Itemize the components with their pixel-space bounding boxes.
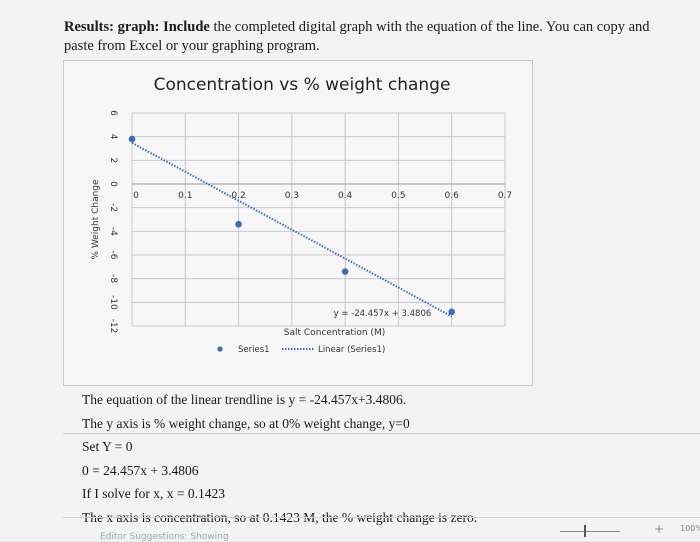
legend-series1-marker	[217, 346, 223, 352]
data-point	[341, 268, 349, 275]
legend-trendline-label: Linear (Series1)	[318, 345, 385, 355]
answer-line-3: Set Y = 0	[82, 439, 133, 454]
y-tick-label: 4	[108, 134, 118, 140]
y-tick-label: -10	[108, 295, 118, 310]
x-tick-label: 0.3	[285, 191, 299, 201]
y-tick-label: -8	[108, 274, 118, 283]
trendline	[131, 141, 453, 318]
y-tick-label: -2	[108, 203, 118, 212]
trendline-equation: y = -24.457x + 3.4806	[334, 309, 432, 319]
x-tick-label: 0.2	[231, 191, 245, 201]
x-tick-label: 0.1	[178, 191, 192, 201]
editor-status-text: Editor Suggestions: Showing	[100, 532, 229, 542]
y-axis-label: % Weight Change	[91, 179, 101, 260]
heading-text: the completed digital graph with the equ…	[64, 19, 650, 54]
y-tick-label: -6	[108, 251, 118, 260]
zoom-slider-track[interactable]	[560, 531, 620, 532]
x-tick-label: 0.7	[498, 191, 512, 201]
legend-series1-label: Series1	[238, 345, 270, 355]
answer-line-4: 0 = 24.457x + 3.4806	[82, 462, 199, 478]
zoom-slider-thumb[interactable]	[584, 525, 586, 537]
data-point	[235, 220, 242, 228]
data-point	[448, 308, 456, 316]
chart-plot: 0 0.1 0.2 0.3 0.4 0.5 0.6 0.7 6 4 2 0 -2 -4 -6 -8 -10 -12…	[91, 110, 512, 355]
x-axis-label: Salt Concentration (M)	[284, 328, 385, 338]
y-tick-label: 0	[108, 181, 118, 187]
y-tick-label: -4	[108, 227, 118, 236]
chart-container[interactable]: Concentration vs % weight change 0 0.1 0.2…	[63, 60, 533, 386]
y-tick-label: 2	[108, 157, 118, 163]
answer-line-2: The y axis is % weight change, so at 0% …	[82, 415, 410, 431]
data-point	[128, 135, 136, 143]
question-heading: Results: graph: Include the completed di…	[64, 18, 664, 56]
answer-text[interactable]: The equation of the linear trendline is …	[82, 388, 682, 529]
answer-line-5: If I solve for x, x = 0.1423	[82, 486, 225, 501]
y-tick-label: -12	[108, 319, 118, 334]
x-tick-label: 0.6	[445, 191, 460, 201]
x-tick-label: 0	[133, 191, 139, 201]
chart-title: Concentration vs % weight change	[153, 75, 451, 95]
heading-bold-label: Results: graph: Include	[64, 19, 210, 35]
text-divider	[63, 517, 700, 518]
x-tick-label: 0.4	[338, 191, 353, 201]
y-tick-label: 6	[108, 110, 118, 116]
zoom-level: 100%	[680, 524, 700, 533]
answer-line-1: The equation of the linear trendline is …	[82, 392, 407, 407]
x-tick-label: 0.5	[391, 191, 405, 201]
zoom-in-icon[interactable]: +	[654, 522, 665, 536]
text-divider	[63, 433, 700, 434]
